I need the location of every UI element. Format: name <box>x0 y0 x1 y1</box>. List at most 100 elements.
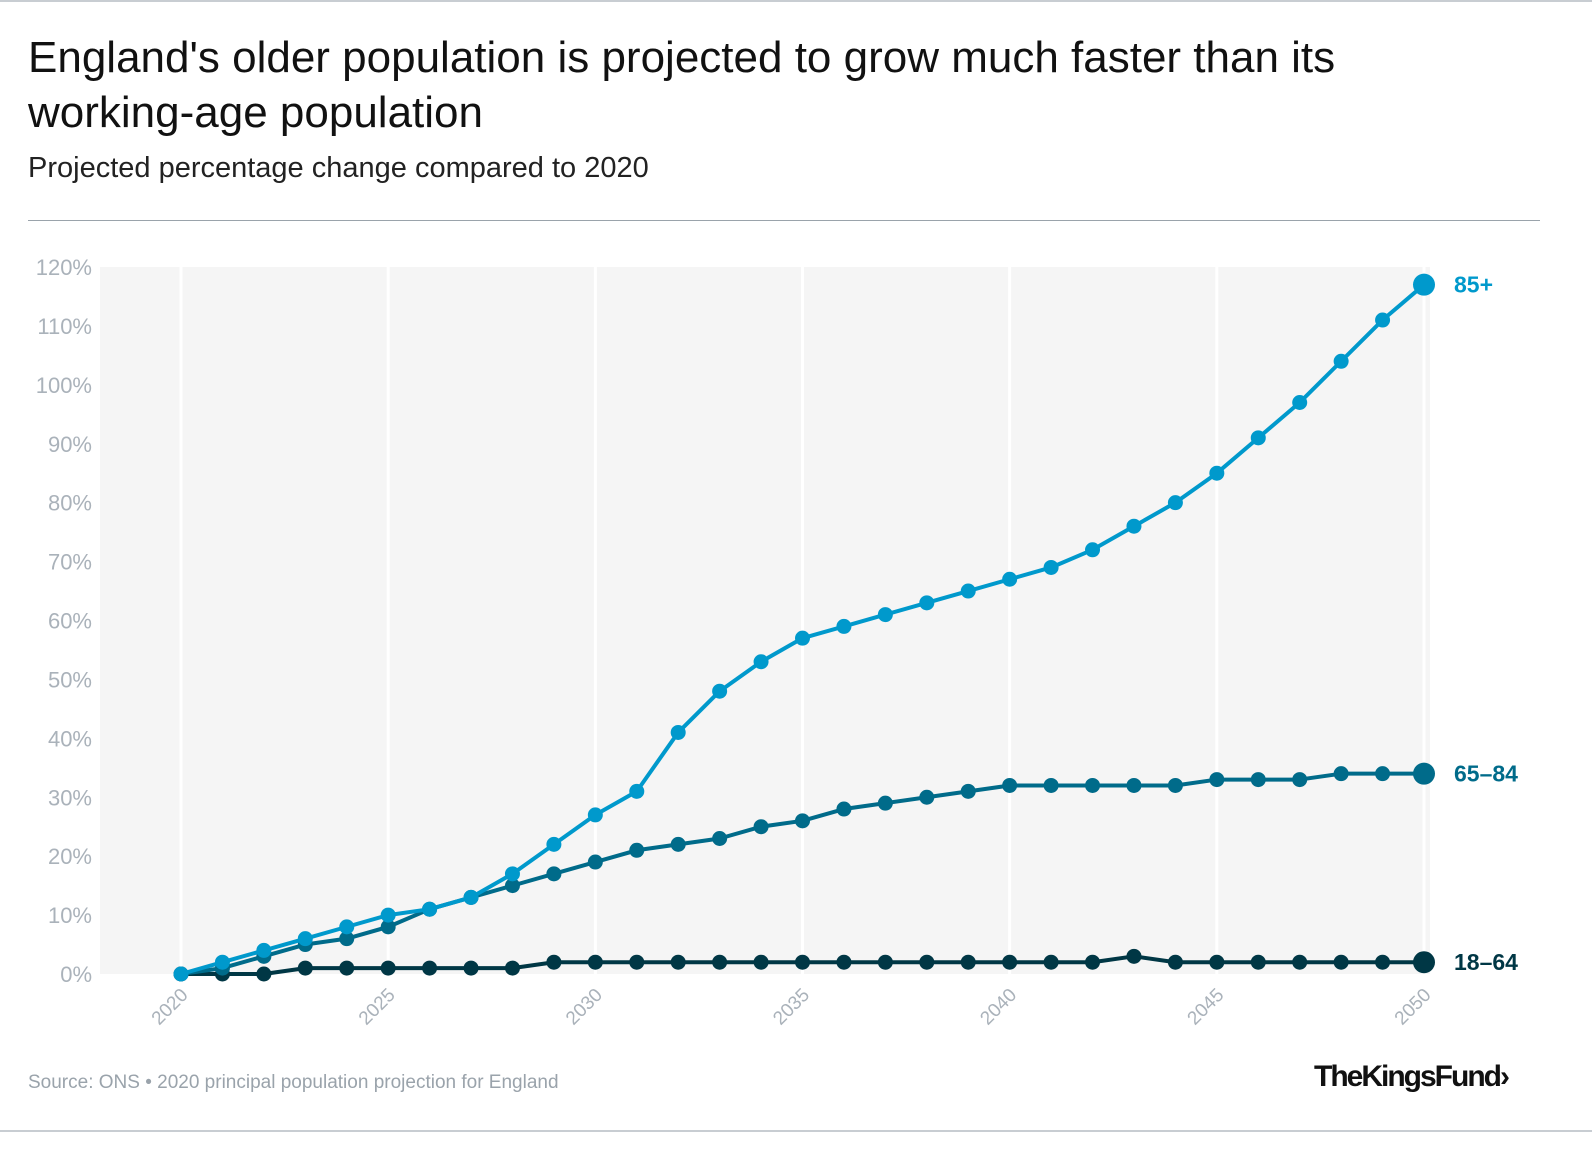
data-point <box>712 683 728 699</box>
data-point <box>1375 312 1391 328</box>
data-point <box>546 954 562 970</box>
data-point <box>587 954 603 970</box>
x-tick-label: 2025 <box>355 985 400 1030</box>
data-point <box>1250 954 1266 970</box>
data-point <box>1413 273 1435 296</box>
data-point <box>877 954 893 970</box>
data-point <box>877 795 893 811</box>
data-point <box>1333 766 1349 782</box>
source-note: Source: ONS • 2020 principal population … <box>28 1072 559 1093</box>
series-label: 18–64 <box>1454 949 1518 975</box>
y-tick-label: 30% <box>48 785 92 810</box>
data-point <box>1209 465 1225 481</box>
data-point <box>256 966 272 982</box>
data-point <box>380 919 396 935</box>
data-point <box>380 907 396 923</box>
data-point <box>380 960 396 976</box>
data-point <box>463 889 479 905</box>
data-point <box>504 866 520 882</box>
data-point <box>1333 954 1349 970</box>
data-point <box>1085 954 1101 970</box>
data-point <box>753 954 769 970</box>
data-point <box>422 960 438 976</box>
chart-subtitle: Projected percentage change compared to … <box>28 152 649 184</box>
x-tick-label: 2045 <box>1184 985 1229 1030</box>
data-point <box>339 960 355 976</box>
y-tick-label: 100% <box>36 373 92 398</box>
data-point <box>1292 395 1308 411</box>
data-point <box>422 901 438 917</box>
data-point <box>670 836 686 852</box>
data-point <box>1085 542 1101 558</box>
y-tick-label: 50% <box>48 667 92 692</box>
data-point <box>629 954 645 970</box>
y-tick-label: 20% <box>48 844 92 869</box>
series-label: 65–84 <box>1454 761 1518 787</box>
data-point <box>297 931 313 947</box>
data-point <box>712 830 728 846</box>
data-point <box>1292 954 1308 970</box>
data-point <box>587 807 603 823</box>
data-point <box>504 878 520 894</box>
data-point <box>836 954 852 970</box>
y-tick-label: 40% <box>48 726 92 751</box>
data-point <box>1209 772 1225 788</box>
data-point <box>795 630 810 646</box>
data-point <box>256 942 272 958</box>
data-point <box>1333 353 1349 369</box>
x-tick-label: 2035 <box>769 985 814 1030</box>
data-point <box>836 618 852 634</box>
data-point <box>504 960 520 976</box>
data-point <box>960 583 976 599</box>
chart-title: England's older population is projected … <box>28 33 1336 137</box>
data-point <box>670 724 686 740</box>
x-tick-label: 2020 <box>148 985 193 1030</box>
data-point <box>173 966 189 982</box>
x-tick-label: 2050 <box>1391 985 1436 1030</box>
y-tick-label: 90% <box>48 432 92 457</box>
data-point <box>1002 777 1018 793</box>
data-point <box>1043 559 1059 575</box>
data-point <box>339 931 355 947</box>
data-point <box>795 954 810 970</box>
y-tick-label: 0% <box>60 962 92 987</box>
data-point <box>546 866 562 882</box>
data-point <box>919 789 935 805</box>
data-point <box>1250 772 1266 788</box>
data-point <box>795 813 810 829</box>
data-point <box>877 607 893 623</box>
divider <box>28 220 1540 221</box>
data-point <box>339 919 355 935</box>
data-point <box>1126 518 1142 534</box>
top-border <box>0 0 1592 2</box>
data-point <box>1043 777 1059 793</box>
data-point <box>629 842 645 858</box>
data-point <box>960 783 976 799</box>
data-point <box>463 960 479 976</box>
x-tick-label: 2030 <box>562 985 607 1030</box>
data-point <box>1043 954 1059 970</box>
kings-fund-logo: TheKingsFund› <box>1314 1060 1510 1093</box>
y-tick-label: 70% <box>48 550 92 575</box>
data-point <box>1209 954 1225 970</box>
y-tick-label: 10% <box>48 903 92 928</box>
series-18–64: 18–64 <box>173 948 1518 982</box>
data-point <box>836 801 852 817</box>
data-point <box>1250 430 1266 446</box>
bottom-border <box>0 1130 1592 1132</box>
y-tick-label: 110% <box>37 314 92 339</box>
data-point <box>1085 777 1101 793</box>
data-point <box>297 960 313 976</box>
series-85+: 85+ <box>173 272 1493 982</box>
data-point <box>670 954 686 970</box>
data-point <box>1167 777 1183 793</box>
data-point <box>1002 571 1018 587</box>
data-point <box>1375 766 1391 782</box>
data-point <box>1126 777 1142 793</box>
data-point <box>214 954 230 970</box>
data-point <box>629 783 645 799</box>
y-tick-label: 60% <box>48 609 92 634</box>
data-point <box>919 595 935 611</box>
data-point <box>1126 948 1142 964</box>
